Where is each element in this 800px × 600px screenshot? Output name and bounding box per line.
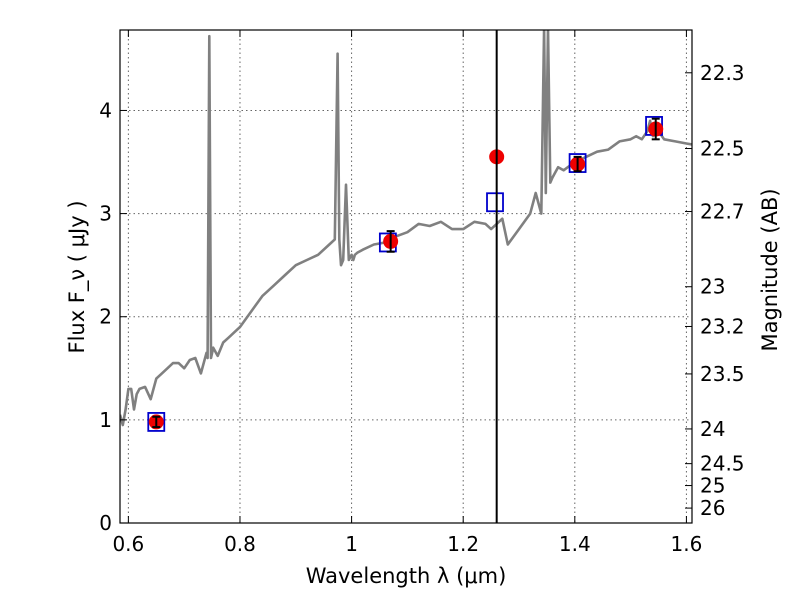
y2-tick-label: 22.3 <box>700 61 745 85</box>
x-axis-label: Wavelength λ (μm) <box>306 564 507 588</box>
model-square <box>147 412 166 432</box>
y2-axis-label: Magnitude (AB) <box>758 188 782 351</box>
plot-frame <box>119 29 693 524</box>
x-tick-label: 0.6 <box>112 532 144 556</box>
grid-layer <box>120 30 692 523</box>
x-tick-label: 0.8 <box>224 532 256 556</box>
y2-tick-label: 25 <box>700 474 725 498</box>
data-layer <box>120 30 692 523</box>
x-tick-label: 1 <box>345 532 358 556</box>
y2-tick-label: 22.7 <box>700 200 745 224</box>
y-tick-label: 0 <box>99 511 112 535</box>
model-square <box>486 192 504 213</box>
plot-area <box>120 30 692 523</box>
y2-tick-label: 23.5 <box>700 362 745 386</box>
x-tick-label: 1.4 <box>559 532 591 556</box>
axes-layer: 0.6 0.8 1 1.2 1.4 1.60123422.322.522.72323.22… <box>99 30 745 556</box>
y-tick-label: 1 <box>99 408 112 432</box>
x-tick-label: 1.2 <box>447 532 479 556</box>
y-axis-label: Flux F_ν ( μJy ) <box>65 200 90 353</box>
y2-tick-label: 26 <box>700 496 725 520</box>
y2-tick-label: 23 <box>700 275 725 299</box>
y-tick-label: 3 <box>99 202 112 226</box>
x-tick-label: 1.6 <box>671 532 703 556</box>
y-tick-label: 2 <box>99 305 112 329</box>
y2-tick-label: 24.5 <box>700 452 745 476</box>
spectrum-line <box>120 30 692 427</box>
y-tick-label: 4 <box>99 98 112 122</box>
y2-tick-label: 22.5 <box>700 137 745 161</box>
y2-tick-label: 23.2 <box>700 314 745 338</box>
y2-tick-label: 24 <box>700 417 725 441</box>
